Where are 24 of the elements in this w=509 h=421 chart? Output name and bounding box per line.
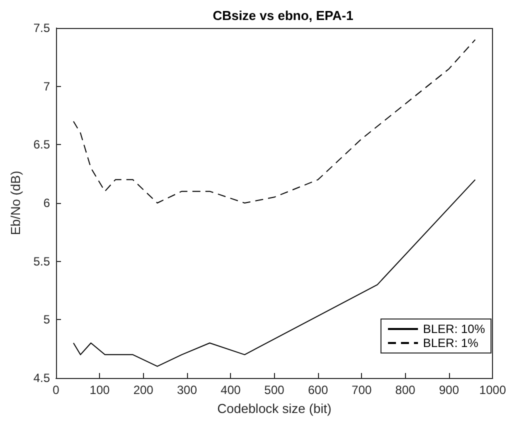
x-tick-label: 300 xyxy=(176,383,198,397)
x-tick-label: 700 xyxy=(352,383,372,397)
line-series xyxy=(72,39,476,204)
x-tick-label: 900 xyxy=(438,383,460,397)
legend-label: BLER: 10% xyxy=(422,322,486,336)
x-axis-title: Codeblock size (bit) xyxy=(217,401,332,416)
y-tick-label: 7 xyxy=(43,79,50,94)
y-axis-title: Eb/No (dB) xyxy=(8,170,23,236)
y-tick-label: 6.5 xyxy=(33,138,50,152)
chart-title: CBsize vs ebno, EPA-1 xyxy=(212,8,354,23)
x-tick-label: 1000 xyxy=(479,383,506,397)
y-tick-label: 7.5 xyxy=(33,21,50,35)
x-tick-label: 600 xyxy=(308,383,328,397)
y-tick-label: 5 xyxy=(43,312,50,327)
x-tick-label: 200 xyxy=(133,383,154,397)
y-tick-label: 6 xyxy=(43,196,50,210)
x-tick-label: 800 xyxy=(395,383,416,397)
y-tick-label: 4.5 xyxy=(33,371,50,385)
x-tick-label: 400 xyxy=(220,383,241,397)
legend-label: BLER: 1% xyxy=(422,336,479,350)
x-tick-label: 0 xyxy=(52,383,60,397)
x-tick-label: 100 xyxy=(90,383,110,397)
y-tick-label: 5.5 xyxy=(33,254,50,268)
x-tick-label: 500 xyxy=(264,383,285,397)
